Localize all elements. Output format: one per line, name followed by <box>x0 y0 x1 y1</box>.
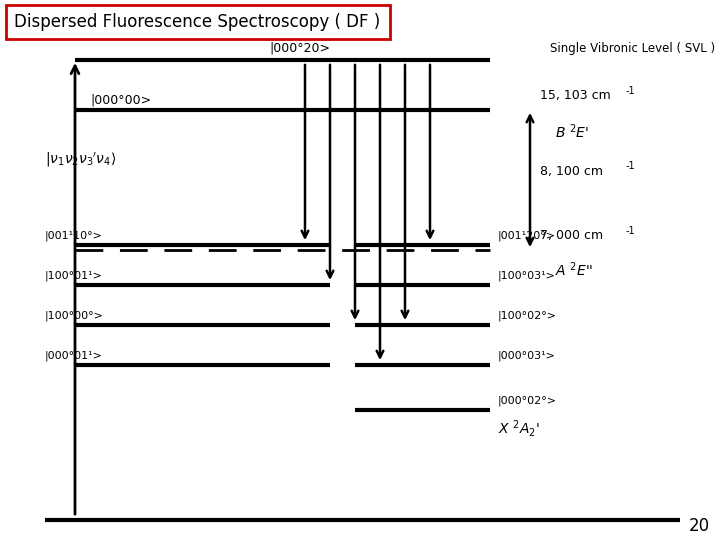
Text: |100°00°>: |100°00°> <box>45 310 104 321</box>
FancyBboxPatch shape <box>6 5 390 39</box>
Text: |000°01¹>: |000°01¹> <box>45 350 103 361</box>
Text: |100°03¹>: |100°03¹> <box>498 271 556 281</box>
Text: 8, 100 cm: 8, 100 cm <box>540 165 603 179</box>
Text: Single Vibronic Level ( SVL ): Single Vibronic Level ( SVL ) <box>550 42 715 55</box>
Text: $X$ $^2$A$_2$': $X$ $^2$A$_2$' <box>498 418 540 439</box>
Text: |000°03¹>: |000°03¹> <box>498 350 556 361</box>
Text: $A$ $^2$E'': $A$ $^2$E'' <box>555 260 593 279</box>
Text: 15, 103 cm: 15, 103 cm <box>540 89 611 102</box>
Text: Dispersed Fluorescence Spectroscopy ( DF ): Dispersed Fluorescence Spectroscopy ( DF… <box>14 13 380 31</box>
Text: |000°00>: |000°00> <box>90 93 151 106</box>
Text: $B$ $^2$E': $B$ $^2$E' <box>555 122 589 140</box>
Text: -1: -1 <box>626 86 636 96</box>
Text: -1: -1 <box>626 226 636 236</box>
Text: 7, 000 cm: 7, 000 cm <box>540 229 603 242</box>
Text: -1: -1 <box>626 161 636 171</box>
Text: |100°01¹>: |100°01¹> <box>45 271 103 281</box>
Text: |001¹10°>: |001¹10°> <box>45 231 103 241</box>
Text: |000°02°>: |000°02°> <box>498 395 557 406</box>
Text: |000°20>: |000°20> <box>269 42 330 55</box>
Text: |001¹20°>: |001¹20°> <box>498 231 556 241</box>
Text: 20: 20 <box>689 517 710 535</box>
Text: $|\nu_1\nu_2\nu_3{}'\nu_4\rangle$: $|\nu_1\nu_2\nu_3{}'\nu_4\rangle$ <box>45 151 117 169</box>
Text: |100°02°>: |100°02°> <box>498 310 557 321</box>
